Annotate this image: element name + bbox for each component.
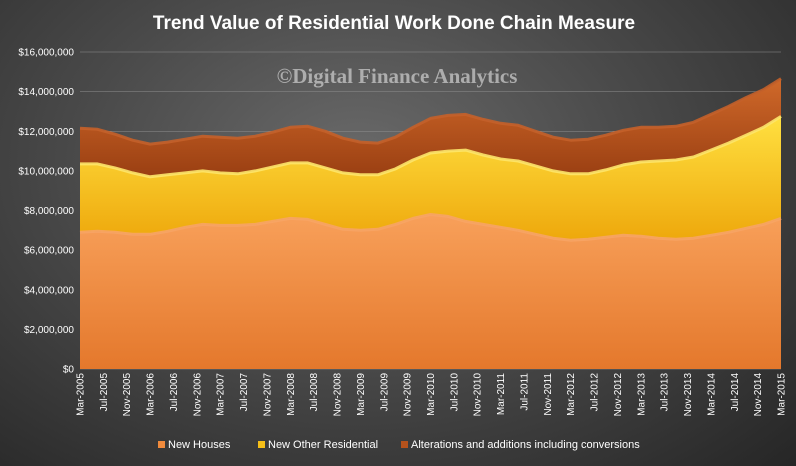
x-tick-label: Mar-2006 [146,373,157,416]
chart-title: Trend Value of Residential Work Done Cha… [153,13,635,34]
y-tick-label: $4,000,000 [24,285,74,296]
area-alterations [80,78,781,177]
x-tick-label: Nov-2009 [403,373,414,417]
area-new-houses-edge [79,213,782,242]
x-axis-ticks: Mar-2005 Jul-2005 Nov-2005 Mar-2006 Jul-2006… [76,373,788,417]
x-tick-label: Jul-2007 [239,373,250,412]
x-tick-label: Nov-2012 [613,373,624,417]
x-tick-label: Mar-2007 [216,373,227,416]
x-tick-label: Jul-2009 [379,373,390,412]
area-new-houses [80,214,781,369]
legend-item-alterations: Alterations and additions including conv… [401,439,640,451]
x-tick-label: Mar-2012 [566,373,577,416]
x-tick-label: Mar-2010 [426,373,437,416]
area-alterations-edge [79,77,782,146]
x-tick-label: Mar-2009 [356,373,367,416]
x-tick-label: Jul-2011 [520,373,531,411]
x-tick-label: Mar-2015 [777,373,788,416]
x-tick-label: Jul-2013 [660,373,671,412]
x-tick-label: Jul-2005 [99,373,110,412]
x-tick-label: Jul-2008 [309,373,320,412]
legend-label-new-houses: New Houses [168,439,231,451]
x-tick-label: Nov-2011 [543,373,554,416]
y-tick-label: $2,000,000 [24,325,74,336]
x-tick-label: Nov-2008 [333,373,344,417]
x-tick-label: Mar-2008 [286,373,297,416]
x-tick-label: Nov-2005 [122,373,133,417]
x-tick-label: Jul-2012 [590,373,601,412]
y-tick-label: $8,000,000 [24,206,74,217]
x-tick-label: Jul-2010 [449,373,460,412]
x-tick-label: Nov-2006 [192,373,203,417]
legend-item-new-other-residential: New Other Residential [258,439,378,451]
y-tick-label: $14,000,000 [18,87,74,98]
legend-label-alterations: Alterations and additions including conv… [411,439,640,451]
y-tick-label: $6,000,000 [24,246,74,257]
x-tick-label: Nov-2014 [753,373,764,417]
area-new-other-residential-edge [80,115,782,179]
x-tick-label: Mar-2013 [636,373,647,416]
y-tick-label: $10,000,000 [18,166,74,177]
x-tick-label: Mar-2005 [76,373,87,416]
x-tick-label: Mar-2011 [496,373,507,415]
stacked-areas [79,77,782,369]
legend-swatch-alterations [401,441,408,448]
area-new-other-residential [80,116,781,241]
x-tick-label: Nov-2013 [683,373,694,417]
watermark: ©Digital Finance Analytics [277,64,518,88]
legend: New Houses New Other Residential Alterat… [158,439,640,451]
legend-item-new-houses: New Houses [158,439,231,451]
x-tick-label: Jul-2006 [169,373,180,412]
x-tick-label: Jul-2014 [730,373,741,412]
x-tick-label: Nov-2010 [473,373,484,417]
y-axis-ticks: $0 $2,000,000 $4,000,000 $6,000,000 $8,000,0… [18,48,74,376]
legend-swatch-new-houses [158,441,165,448]
y-tick-label: $16,000,000 [18,48,74,59]
legend-swatch-new-other-residential [258,441,265,448]
legend-label-new-other-residential: New Other Residential [268,439,378,451]
x-tick-label: Nov-2007 [262,373,273,417]
y-tick-label: $12,000,000 [18,127,74,138]
x-tick-label: Mar-2014 [706,373,717,416]
y-tick-label: $0 [63,365,75,376]
